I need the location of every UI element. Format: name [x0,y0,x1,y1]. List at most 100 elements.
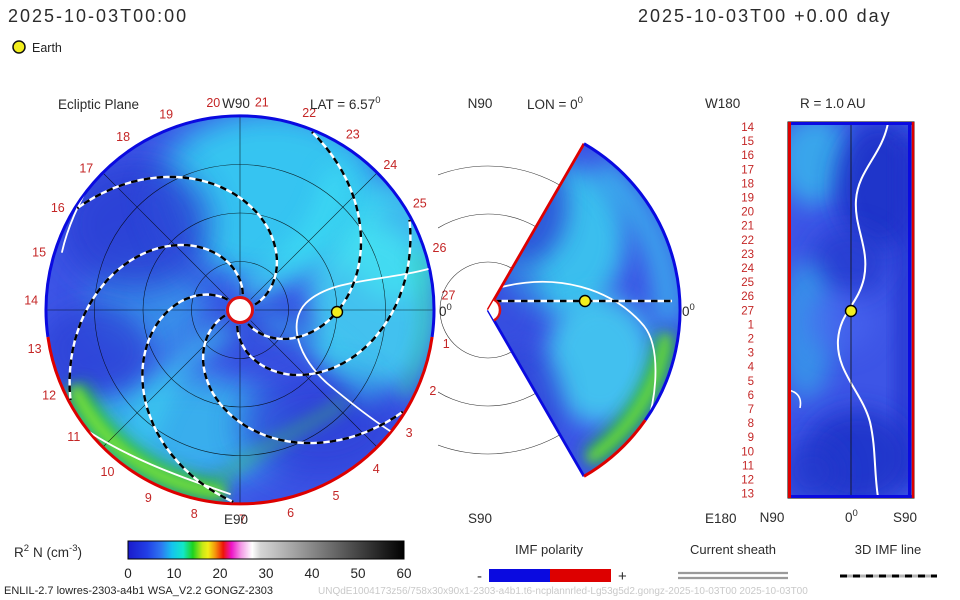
earth-legend-icon [12,40,26,54]
rotation-day-label: 16 [51,201,65,215]
map-s90-label: S90 [893,510,917,525]
rotation-day-label: 23 [346,127,360,141]
imf-spiral-lines [68,131,412,503]
rotation-day-label: 11 [742,460,754,472]
high-density-green-core [586,334,670,463]
colorbar-ticks: 0 10 20 30 40 50 60 [124,566,411,581]
imf-positive-swatch [550,569,611,582]
rotation-day-label: 2 [429,384,436,398]
rotation-day-label: 7 [239,512,246,526]
rotation-day-label: 24 [741,263,754,275]
ecliptic-zero-label: 00 [439,302,452,319]
rotation-day-label: 23 [741,249,754,261]
colorbar-tick: 30 [258,566,273,581]
rotation-day-label: 6 [287,506,294,520]
colorbar: R2 N (cm-3) 0 10 20 30 40 50 60 [14,540,412,581]
imf-line-dash [76,175,279,306]
colorbar-tick: 20 [212,566,227,581]
colorbar-tick: 10 [166,566,181,581]
header: 2025-10-03T00:00 2025-10-03T00 +0.00 day… [8,6,892,55]
legend-row: IMF polarity - + Current sheath 3D IMF l… [477,542,937,585]
density-blob [810,227,890,297]
sun-inner-boundary [488,298,500,322]
imf-line-dash [141,293,234,503]
imf-line-dash [68,243,244,401]
rotation-day-label: 8 [191,507,198,521]
wedge-north-edge-positive [486,143,586,311]
colorbar-tick: 50 [350,566,365,581]
density-blob [488,145,567,265]
rotation-day-label: 27 [741,305,754,317]
rotation-day-label: 17 [79,162,93,176]
rotation-day-label: 5 [748,376,754,388]
rotation-day-label: 8 [748,418,754,430]
rotation-day-label: 25 [413,197,427,211]
rotation-day-label: 9 [145,491,152,505]
wedge-arc-positive [583,419,647,478]
rotation-day-label: 11 [67,430,80,444]
rotation-day-label: 18 [116,130,130,144]
colorbar-tick: 40 [304,566,319,581]
rotation-day-label: 1 [748,319,754,331]
rotation-day-label: 26 [433,241,447,255]
footer: ENLIL-2.7 lowres-2303-a4b1 WSA_V2.2 GONG… [4,585,808,597]
rotation-day-label: 12 [42,388,56,402]
rotation-day-label: 26 [741,291,754,303]
rotation-day-label: 22 [302,106,316,120]
timestamp-left: 2025-10-03T00:00 [8,6,188,26]
current-sheet-line [497,281,657,429]
rotation-day-label: 22 [741,235,754,247]
imf-line-dash [236,219,412,377]
rotation-day-label: 4 [373,462,380,476]
rotation-day-label: 15 [32,246,46,260]
meridional-zero-label: 00 [682,302,695,319]
rotation-day-label: 21 [255,95,269,109]
map-rotation-day-labels: 1415161718192021222324252627123456789101… [741,122,754,501]
rotation-day-label: 6 [748,390,754,402]
high-density-green-core [70,385,225,497]
colorbar-tick: 0 [124,566,132,581]
density-blob [835,123,913,250]
timestamp-right: 2025-10-03T00 +0.00 day [638,6,892,26]
earth-legend-label: Earth [32,41,62,55]
ecliptic-title: Ecliptic Plane [58,97,139,112]
sun-inner-boundary-arc [493,298,502,322]
density-spiral-arm [132,320,234,443]
imf-line-dash [247,131,363,341]
high-density-green-arm [211,397,348,488]
density-blob [240,370,400,480]
current-sheath-label: Current sheath [690,542,776,557]
ecliptic-lat-label: LAT = 6.570 [310,95,380,112]
rotation-day-label: 21 [741,221,754,233]
earth-marker-ecliptic [330,305,344,319]
earth-marker-map [844,304,858,318]
model-info: ENLIL-2.7 lowres-2303-a4b1 WSA_V2.2 GONG… [4,585,273,597]
rotation-day-label: 9 [748,432,754,444]
outer-boundary-positive-imf [46,336,434,506]
rotation-day-label: 17 [741,164,754,176]
wedge-arc-negative [583,142,682,421]
rotation-day-label: 19 [741,193,754,205]
map-n90-label: N90 [760,510,785,525]
earth-marker-meridional [578,294,592,308]
rotation-day-label: 10 [741,446,754,458]
density-blob [488,255,545,355]
density-blob [47,305,150,395]
rotation-day-label: 20 [206,96,220,110]
rotation-day-label: 24 [383,158,397,172]
rotation-day-label: 3 [748,348,754,360]
density-blob [545,295,655,425]
colorbar-gradient [127,540,405,560]
density-blob [155,117,385,280]
imf-line-dash [201,314,404,445]
rotation-day-label: 19 [159,108,173,122]
density-spiral-arm [144,183,230,300]
outer-boundary-negative-imf [44,114,436,338]
colorbar-label: R2 N (cm-3) [14,543,82,560]
map-zero-label: 00 [845,508,858,525]
map-title: R = 1.0 AU [800,96,866,111]
